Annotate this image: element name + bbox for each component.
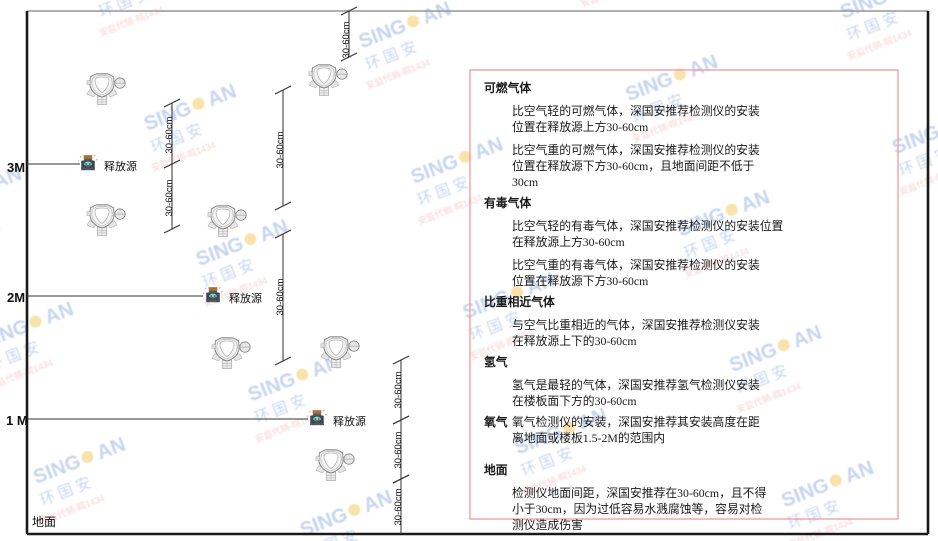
svg-text:30-60cm: 30-60cm xyxy=(341,21,352,58)
svg-text:30-60cm: 30-60cm xyxy=(164,116,175,153)
svg-text:30-60cm: 30-60cm xyxy=(393,431,404,468)
svg-text:30-60cm: 30-60cm xyxy=(164,179,175,216)
svg-text:30-60cm: 30-60cm xyxy=(393,371,404,408)
svg-text:30-60cm: 30-60cm xyxy=(275,131,286,168)
svg-text:30-60cm: 30-60cm xyxy=(275,278,286,315)
svg-text:30-60cm: 30-60cm xyxy=(393,488,404,525)
